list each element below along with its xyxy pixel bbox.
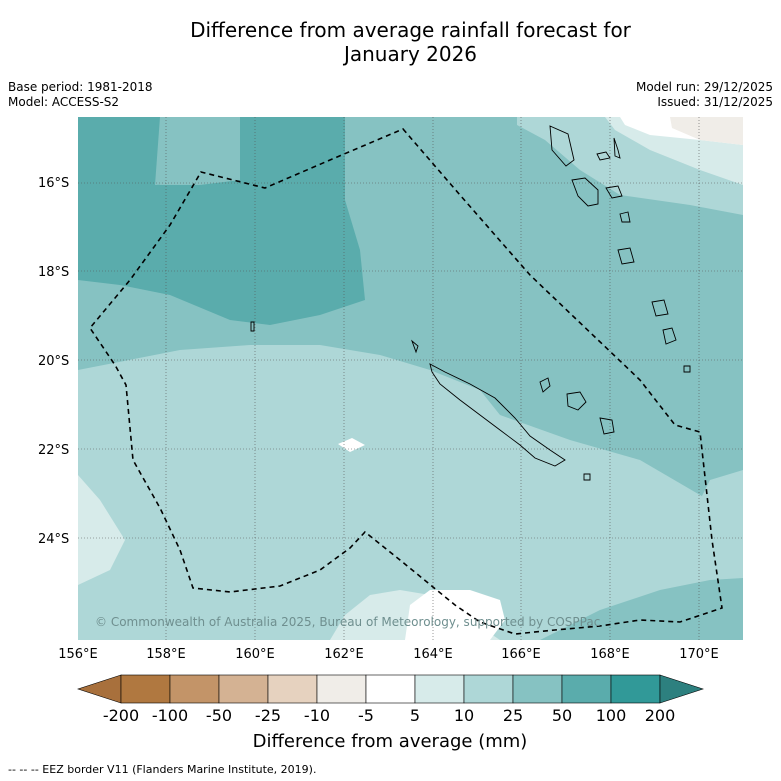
epi xyxy=(619,211,631,223)
colorbar: -200 -100 -50 -25 -10 -5 5 10 25 50 100 200 xyxy=(77,674,704,725)
latitude-labels: 16°S 18°S 20°S 22°S 24°S xyxy=(38,176,69,547)
colorbar-tick-label: -10 xyxy=(304,706,330,725)
base-period: Base period: 1981-2018 xyxy=(8,80,153,94)
lon-label: 160°E xyxy=(235,647,275,662)
colorbar-tick-label: -5 xyxy=(358,706,374,725)
colorbar-tick-label: 5 xyxy=(410,706,420,725)
lat-label: 24°S xyxy=(38,532,69,547)
belep-islands xyxy=(411,339,419,354)
efate xyxy=(617,247,635,265)
colorbar-extend-high xyxy=(659,674,704,704)
colorbar-tick-label: -200 xyxy=(103,706,139,725)
contour-upper-right-neutral xyxy=(670,117,743,145)
colorbar-tick-label: 10 xyxy=(454,706,474,725)
lon-label: 168°E xyxy=(590,647,630,662)
lat-label: 22°S xyxy=(38,443,69,458)
isle-of-pines xyxy=(583,473,591,481)
lat-label: 16°S xyxy=(38,176,69,191)
left-metadata: Base period: 1981-2018 Model: ACCESS-S2 xyxy=(8,80,153,110)
contour-right-light xyxy=(700,470,743,545)
lat-label: 18°S xyxy=(38,265,69,280)
tanna xyxy=(662,327,677,345)
colorbar-tick-label: 200 xyxy=(645,706,676,725)
right-metadata: Model run: 29/12/2025 Issued: 31/12/2025 xyxy=(636,80,773,110)
longitude-labels: 156°E 158°E 160°E 162°E 164°E 166°E 168°… xyxy=(58,647,719,662)
contour-small-patch xyxy=(338,438,365,452)
lon-label: 162°E xyxy=(324,647,364,662)
colorbar-tick-label: 50 xyxy=(552,706,572,725)
colorbar-segment xyxy=(463,674,514,704)
issued-date: Issued: 31/12/2025 xyxy=(657,95,773,109)
colorbar-segment xyxy=(414,674,465,704)
title-line-2: January 2026 xyxy=(343,42,478,66)
erromango xyxy=(651,299,669,317)
contour-lower-left-lighter xyxy=(78,475,125,585)
colorbar-segment xyxy=(512,674,563,704)
chesterfield-islands xyxy=(250,321,255,332)
lon-label: 156°E xyxy=(58,647,98,662)
new-caledonia xyxy=(429,363,566,467)
mare xyxy=(599,417,615,435)
colorbar-segment xyxy=(316,674,367,704)
map-title: Difference from average rainfall forecas… xyxy=(0,18,781,66)
colorbar-segment xyxy=(610,674,661,704)
ambae xyxy=(596,151,611,161)
lon-label: 166°E xyxy=(501,647,541,662)
map-plot-area: © Commonwealth of Australia 2025, Bureau… xyxy=(78,117,743,640)
colorbar-title: Difference from average (mm) xyxy=(253,731,528,752)
ambrym xyxy=(605,185,623,199)
lifou xyxy=(566,391,587,411)
grid-lines xyxy=(78,117,743,640)
copyright-notice: © Commonwealth of Australia 2025, Bureau… xyxy=(95,615,600,629)
colorbar-segment xyxy=(218,674,269,704)
colorbar-tick-label: -100 xyxy=(152,706,188,725)
colorbar-tick-label: -25 xyxy=(255,706,281,725)
aneityum xyxy=(683,365,691,373)
lat-label: 20°S xyxy=(38,354,69,369)
lon-label: 170°E xyxy=(679,647,719,662)
coastlines xyxy=(250,125,691,481)
eez-border xyxy=(89,128,723,635)
contour-bottom-white xyxy=(405,590,505,640)
colorbar-segment xyxy=(365,674,416,704)
espiritu-santo xyxy=(549,125,575,167)
contour-bottom-right xyxy=(540,578,743,640)
colorbar-segment xyxy=(561,674,612,704)
contour-dark-teal xyxy=(78,117,365,325)
eez-legend-note: -- -- -- EEZ border V11 (Flanders Marine… xyxy=(8,763,317,776)
model-run: Model run: 29/12/2025 xyxy=(635,80,773,94)
colorbar-tick-label: 100 xyxy=(596,706,627,725)
colorbar-tick-label: -50 xyxy=(206,706,232,725)
maewo xyxy=(613,137,621,159)
ouvea xyxy=(539,377,551,393)
colorbar-segment xyxy=(169,674,220,704)
lon-label: 158°E xyxy=(146,647,186,662)
model-name: Model: ACCESS-S2 xyxy=(8,95,120,109)
colorbar-extend-low xyxy=(77,674,122,704)
title-line-1: Difference from average rainfall forecas… xyxy=(190,18,631,42)
colorbar-segment xyxy=(120,674,171,704)
contour-patch-upper xyxy=(160,117,240,185)
colorbar-segment xyxy=(267,674,318,704)
malekula xyxy=(571,177,599,207)
colorbar-tick-label: 25 xyxy=(503,706,523,725)
lon-label: 164°E xyxy=(413,647,453,662)
